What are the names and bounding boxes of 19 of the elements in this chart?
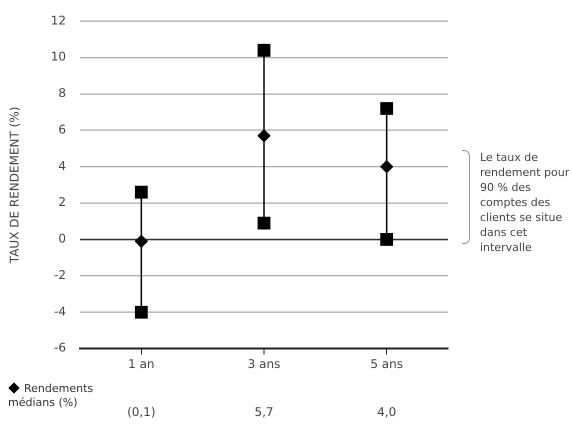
y-tick-label: 12 — [50, 13, 66, 28]
text: Le taux de rendement pour 90 % des comptes des clients se situe dans cet intervalle — [480, 150, 570, 255]
x-tick-label: 5 ans — [370, 356, 404, 371]
y-tick-label: 0 — [58, 232, 66, 246]
y-tick-label: 8 — [58, 86, 66, 100]
data-label: 5,7 — [254, 405, 274, 419]
y-tick-label: 6 — [58, 122, 66, 136]
data-label: 4,0 — [377, 405, 396, 419]
y-tick-label: 10 — [50, 50, 66, 64]
y-tick-label: -2 — [54, 268, 66, 282]
y-tick-label: -4 — [54, 304, 66, 318]
y-tick-label: 4 — [58, 158, 66, 173]
x-tick-label: 3 ans — [248, 356, 280, 371]
x-tick-label: 1 an — [128, 356, 155, 371]
legend-label: Rendements médians (%) — [8, 382, 94, 410]
y-axis-title: TAUX DE RENDEMENT (%) — [7, 106, 22, 264]
y-tick-label: -6 — [54, 340, 66, 355]
data-label: (0,1) — [127, 405, 156, 419]
y-tick-label: 2 — [58, 195, 66, 210]
